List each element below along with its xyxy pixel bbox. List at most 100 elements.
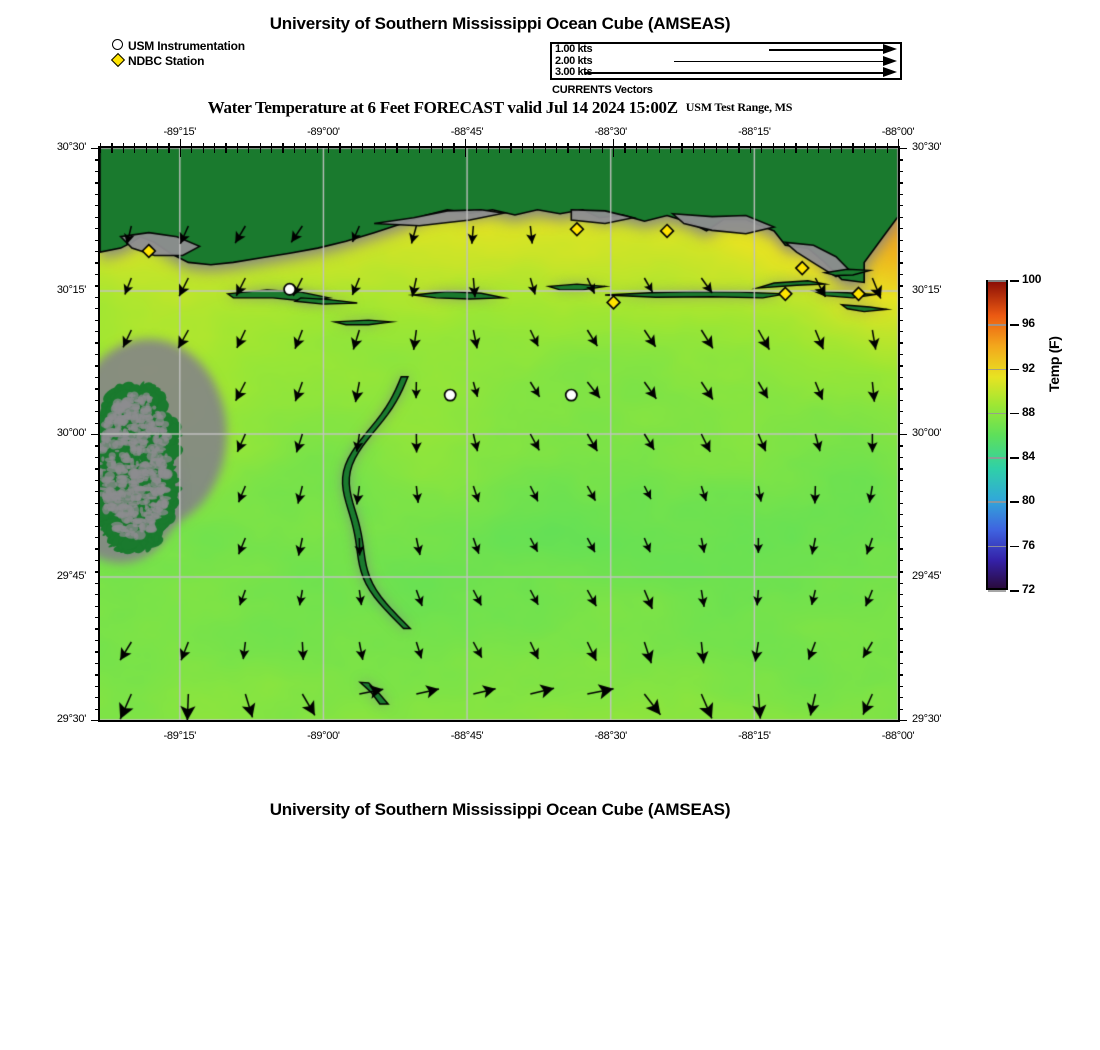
x-axis-tick (647, 143, 649, 148)
x-axis-label: -88°15' (738, 126, 771, 138)
y-axis-tick (898, 353, 903, 356)
x-axis-tick (282, 148, 284, 153)
x-axis-tick (578, 148, 581, 153)
y-axis-label: 30°30' (912, 141, 942, 153)
y-axis-tick (898, 536, 903, 539)
vector-shaft-1 (769, 49, 884, 51)
y-axis-tick (898, 697, 903, 699)
x-axis-tick (704, 143, 706, 148)
y-axis-tick (898, 525, 903, 527)
x-axis-tick (556, 148, 558, 153)
x-axis-tick (533, 148, 535, 153)
x-axis-tick (635, 143, 638, 148)
x-axis-tick (362, 143, 364, 148)
colorbar-band-divider (988, 590, 1006, 592)
colorbar-tick (1010, 545, 1019, 548)
y-axis-tick (95, 662, 100, 665)
y-axis-tick (95, 388, 100, 390)
colorbar-band-divider (988, 501, 1006, 504)
x-axis-label: -88°30' (594, 730, 627, 742)
y-axis-tick (95, 296, 100, 299)
x-axis-tick (590, 143, 592, 148)
y-axis-tick (898, 308, 903, 310)
x-axis-tick (578, 143, 581, 148)
y-axis-tick (898, 170, 903, 173)
x-axis-tick (772, 143, 774, 148)
map-plot-area[interactable] (98, 146, 900, 722)
vector-legend-caption: CURRENTS Vectors (552, 84, 653, 96)
vector-legend-label-3: 3.00 kts (555, 66, 593, 79)
y-axis-tick (91, 434, 100, 436)
x-axis-tick (818, 143, 820, 148)
y-axis-tick (898, 296, 903, 299)
x-axis-tick (419, 143, 421, 148)
x-axis-tick (784, 148, 786, 153)
y-axis-tick (898, 216, 903, 218)
x-axis-tick (214, 148, 216, 153)
temperature-field-canvas (100, 148, 898, 720)
vector-legend-row-1: 1.00 kts (552, 43, 900, 55)
x-axis-label: -88°00' (881, 730, 915, 742)
y-axis-tick (95, 548, 100, 550)
y-axis-tick (95, 445, 100, 447)
y-axis-tick (95, 502, 100, 504)
y-axis-label: 30°00' (56, 427, 86, 439)
y-axis-tick (95, 697, 100, 699)
y-axis-tick (898, 456, 903, 459)
x-axis-tick (886, 143, 888, 148)
x-axis-tick (670, 143, 672, 148)
x-axis-tick (396, 148, 398, 153)
y-axis-label: 29°30' (912, 713, 942, 725)
y-axis-tick (95, 285, 100, 287)
x-axis-tick (134, 143, 136, 148)
site-label: USM Test Range, MS (685, 100, 793, 114)
x-axis-label: -88°45' (450, 730, 484, 742)
x-axis-tick (635, 148, 638, 153)
y-axis-tick (95, 491, 100, 493)
x-axis-label: -89°15' (163, 730, 197, 742)
x-axis-tick (772, 148, 774, 153)
colorbar-tick (1010, 457, 1019, 459)
vector-legend-row-2: 2.00 kts (552, 55, 900, 67)
colorbar-title: Temp (F) (1046, 336, 1062, 392)
colorbar-tick (1010, 368, 1019, 371)
colorbar (986, 280, 1008, 590)
chart-subtitle: Water Temperature at 6 Feet FORECAST val… (207, 98, 678, 117)
y-axis-tick (898, 468, 903, 470)
x-axis-tick (829, 143, 831, 148)
x-axis-tick (373, 143, 375, 148)
y-axis-tick (95, 536, 100, 539)
y-axis-tick (898, 651, 903, 653)
colorbar-tick-label: 88 (1022, 404, 1035, 419)
x-axis-tick (715, 143, 717, 148)
x-axis-tick (385, 143, 387, 148)
y-axis-tick (898, 502, 903, 504)
x-axis-tick (806, 143, 809, 148)
legend-label-usm: USM Instrumentation (128, 38, 245, 53)
y-axis-tick (95, 639, 100, 642)
y-axis-tick (95, 571, 100, 573)
y-axis-tick (95, 353, 100, 356)
colorbar-tick-label: 96 (1022, 316, 1035, 331)
x-axis-tick (202, 148, 204, 153)
colorbar-band-divider (988, 412, 1006, 415)
x-axis-tick (476, 148, 478, 153)
x-axis-tick (624, 143, 626, 148)
x-axis-tick (521, 148, 524, 153)
x-axis-tick (704, 148, 706, 153)
x-axis-tick (191, 143, 193, 148)
x-axis-tick (476, 143, 478, 148)
x-axis-tick (806, 148, 809, 153)
y-axis-tick (95, 617, 100, 619)
x-axis-tick (453, 143, 455, 148)
y-axis-tick (95, 365, 100, 367)
x-axis-tick (715, 148, 717, 153)
x-axis-tick (259, 148, 261, 153)
legend-item-ndbc: NDBC Station (110, 52, 245, 68)
y-axis-tick (95, 456, 100, 459)
x-axis-tick (271, 143, 273, 148)
x-axis-tick (464, 148, 467, 157)
y-axis-label: 29°30' (56, 713, 86, 725)
y-axis-tick (898, 628, 903, 630)
x-axis-tick (248, 148, 250, 153)
